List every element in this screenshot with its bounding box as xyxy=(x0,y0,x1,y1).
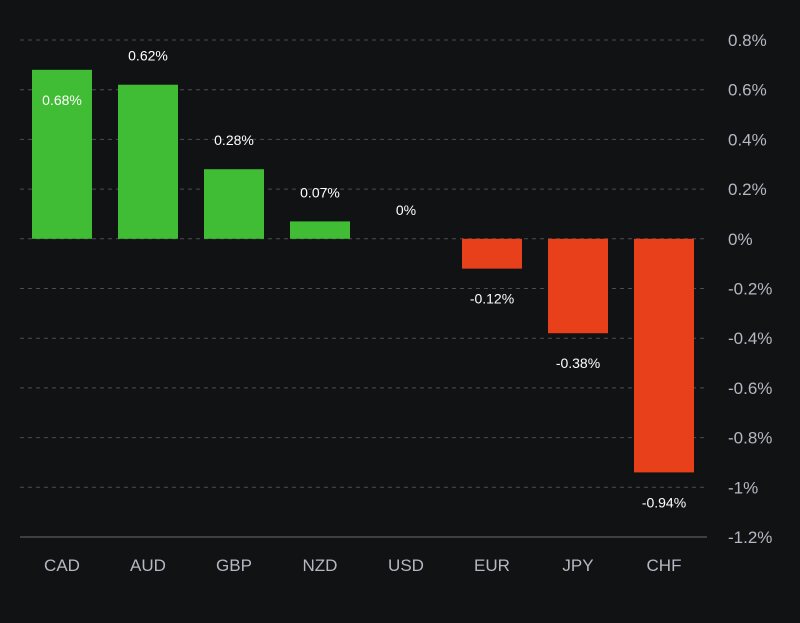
category-label-eur: EUR xyxy=(474,556,510,575)
value-label-aud: 0.62% xyxy=(128,48,168,64)
value-label-usd: 0% xyxy=(396,202,416,218)
y-tick-label: 0.6% xyxy=(728,81,767,100)
category-label-cad: CAD xyxy=(44,556,80,575)
label-layer: 0.68% 0.62% 0.28% 0.07% 0% -0.12% -0.38% -0.94% xyxy=(42,48,686,511)
category-label-chf: CHF xyxy=(647,556,682,575)
y-tick-label: 0% xyxy=(728,230,753,249)
y-tick-label: 0.2% xyxy=(728,180,767,199)
bar-nzd xyxy=(290,221,350,239)
category-label-usd: USD xyxy=(388,556,424,575)
bar-gbp xyxy=(204,169,264,239)
bar-eur xyxy=(462,238,522,269)
y-tick-label: 0.8% xyxy=(728,31,767,50)
y-tick-label: -0.8% xyxy=(728,429,772,448)
category-label-jpy: JPY xyxy=(562,556,593,575)
value-label-gbp: 0.28% xyxy=(214,132,254,148)
value-label-eur: -0.12% xyxy=(470,291,514,307)
y-tick-label: -0.2% xyxy=(728,280,772,299)
y-axis-ticks: 0.8% 0.6% 0.4% 0.2% 0% -0.2% -0.4% -0.6% -0.8% -1… xyxy=(728,31,772,547)
y-tick-label: -0.6% xyxy=(728,379,772,398)
category-label-aud: AUD xyxy=(130,556,166,575)
bar-layer xyxy=(32,69,694,473)
category-label-nzd: NZD xyxy=(303,556,338,575)
x-axis-categories: CAD AUD GBP NZD USD EUR JPY CHF xyxy=(44,556,681,575)
y-tick-label: -1.2% xyxy=(728,528,772,547)
y-tick-label: -0.4% xyxy=(728,329,772,348)
value-label-jpy: -0.38% xyxy=(556,355,600,371)
bar-aud xyxy=(118,84,178,239)
y-tick-label: -1% xyxy=(728,478,758,497)
y-tick-label: 0.4% xyxy=(728,130,767,149)
bar-jpy xyxy=(548,238,608,334)
value-label-cad: 0.68% xyxy=(42,92,82,108)
bar-cad xyxy=(32,69,92,239)
value-label-nzd: 0.07% xyxy=(300,184,340,200)
value-label-chf: -0.94% xyxy=(642,494,686,510)
category-label-gbp: GBP xyxy=(216,556,252,575)
bar-chf xyxy=(634,238,694,473)
